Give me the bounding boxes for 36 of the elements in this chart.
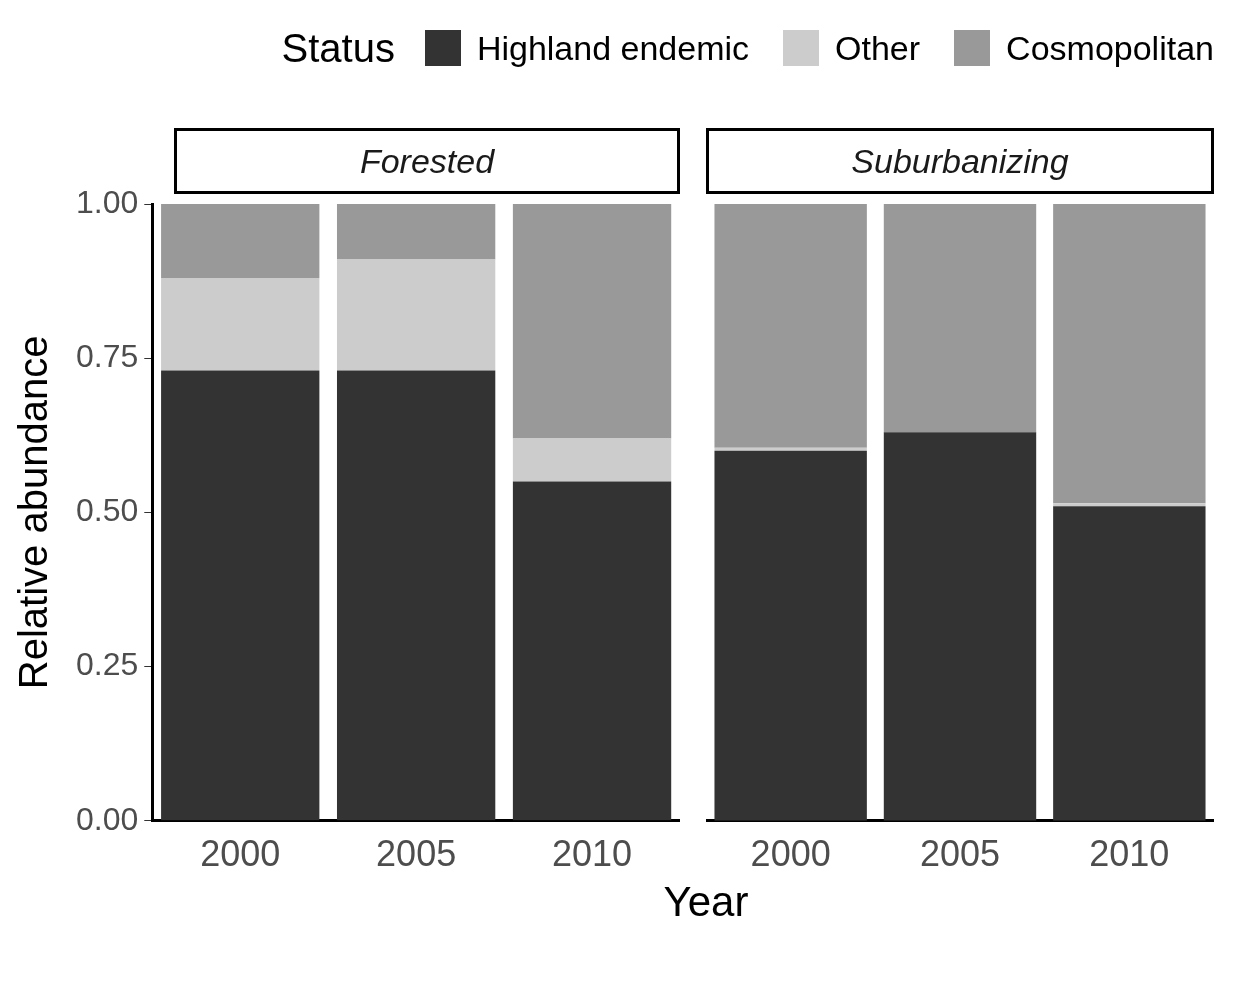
x-axis-title: Year	[662, 878, 750, 926]
x-tick-label: 2005	[919, 833, 1001, 875]
bar	[512, 481, 672, 821]
chart-title: Forested	[174, 128, 680, 194]
x-tick-label: 2005	[376, 833, 457, 875]
bar	[883, 204, 1037, 433]
bar	[714, 204, 867, 448]
bar	[161, 204, 320, 279]
bar	[1053, 503, 1206, 507]
bar	[1053, 506, 1206, 821]
bar	[512, 438, 672, 482]
legend-title: Status	[281, 25, 395, 71]
y-tick-label: 0.25	[76, 646, 139, 683]
x-tick-label: 2010	[1089, 833, 1170, 875]
bar	[336, 259, 496, 371]
bar	[336, 370, 496, 821]
y-tick-label: 0.00	[76, 800, 139, 837]
bar	[512, 204, 672, 439]
y-tick-label: 0.50	[76, 492, 139, 529]
chart-title: Suburbanizing	[706, 128, 1214, 194]
x-tick-label: 2010	[552, 833, 633, 875]
bar	[714, 450, 867, 821]
legend-label: Cosmopolitan	[1006, 28, 1214, 68]
y-axis-title: Relative abundance	[11, 335, 56, 690]
x-tick-label: 2000	[750, 833, 831, 875]
bar	[336, 204, 496, 260]
legend-label: Other	[835, 28, 921, 68]
bar	[883, 432, 1037, 821]
bar	[714, 447, 867, 451]
bar	[161, 370, 320, 821]
y-tick-label: 0.75	[76, 338, 139, 375]
legend-label: Highland endemic	[476, 28, 750, 68]
bar	[161, 278, 320, 371]
bar	[1053, 204, 1206, 504]
x-tick-label: 2000	[200, 833, 281, 875]
y-tick-label: 1.00	[76, 183, 139, 220]
